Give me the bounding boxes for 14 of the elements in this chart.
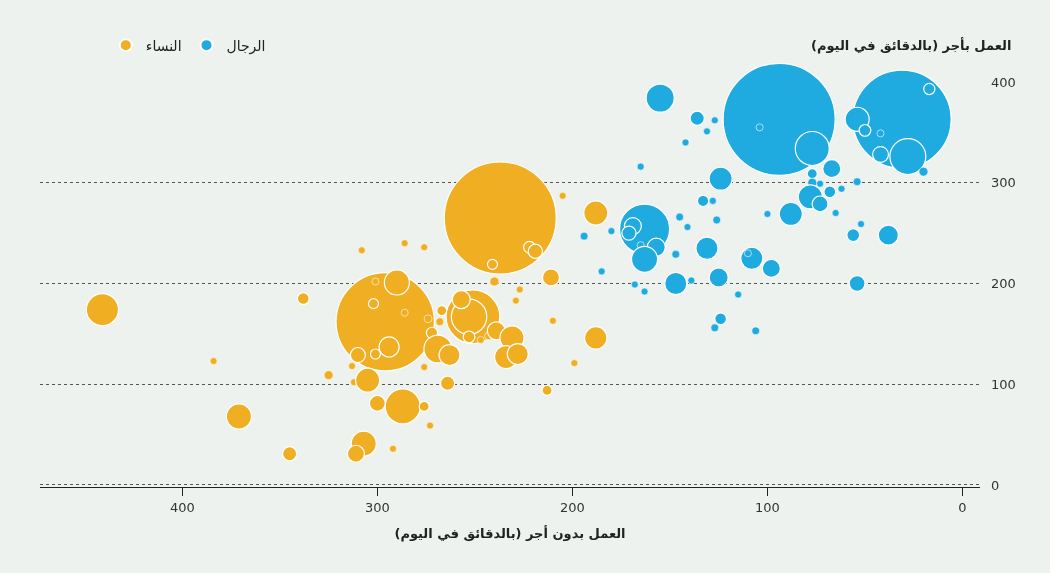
x-tick-label: 100 xyxy=(755,499,780,515)
y-tick-label: 100 xyxy=(991,376,1016,392)
x-tick-label: 0 xyxy=(958,499,967,515)
y-tick-label: 0 xyxy=(991,477,1000,493)
x-tick-label: 200 xyxy=(560,499,585,515)
x-tick-label: 400 xyxy=(169,499,195,515)
y-axis-title: العمل بأجر (بالدقائق في اليوم) xyxy=(811,37,1012,54)
x-axis-title: العمل بدون أجر (بالدقائق في اليوم) xyxy=(394,525,626,543)
legend-label: الرجال xyxy=(226,37,266,55)
y-tick-label: 400 xyxy=(991,74,1016,90)
y-tick-label: 300 xyxy=(991,175,1016,191)
y-tick-label: 200 xyxy=(991,276,1016,292)
legend-label: النساء xyxy=(145,37,182,54)
x-tick-label: 300 xyxy=(364,499,390,515)
